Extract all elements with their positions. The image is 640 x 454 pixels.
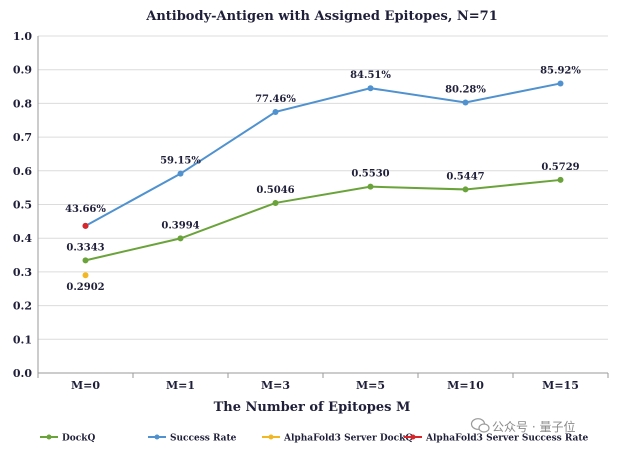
data-label: 0.2902: [66, 282, 104, 293]
y-tick-label: 0.2: [13, 300, 32, 313]
y-tick-label: 0.0: [13, 367, 32, 380]
data-point: [177, 170, 184, 177]
legend-marker: [46, 434, 52, 440]
data-point: [82, 257, 89, 264]
legend-label: AlphaFold3 Server DockQ: [283, 434, 413, 444]
y-tick-label: 0.6: [13, 165, 32, 178]
data-point: [177, 235, 184, 242]
legend-label: AlphaFold3 Server Success Rate: [425, 434, 589, 444]
data-label: 0.5447: [446, 171, 484, 182]
data-labels: 0.3343 0.3994 0.5046 0.5530 0.5447 0.5729 43.6…: [65, 65, 581, 293]
x-axis-title: The Number of Epitopes M: [214, 400, 411, 415]
wechat-icon: [470, 418, 490, 433]
y-tick-label: 0.7: [13, 131, 32, 144]
data-point: [82, 222, 89, 229]
ticks: 0.0 0.1 0.2 0.3 0.4 0.5 0.6 0.7 0.8 0.9 1.0 M=0 M=1 M…: [13, 30, 579, 392]
data-label: 0.3994: [161, 220, 199, 231]
data-point: [272, 108, 279, 115]
legend-marker: [154, 434, 160, 440]
data-label: 0.5729: [541, 162, 579, 173]
data-label: 77.46%: [255, 94, 296, 105]
x-tick-label: M=15: [542, 379, 579, 392]
x-tick-label: M=0: [71, 379, 100, 392]
data-point: [557, 176, 564, 183]
data-label: 84.51%: [350, 70, 391, 81]
data-label: 0.5046: [256, 185, 294, 196]
grid: [38, 35, 608, 340]
series-line: [85, 178, 561, 262]
x-tick-label: M=3: [261, 379, 290, 392]
y-tick-label: 0.1: [13, 333, 32, 346]
series-points: [82, 80, 564, 279]
data-label: 85.92%: [540, 65, 581, 76]
legend-marker: [410, 434, 416, 440]
legend-marker: [268, 434, 274, 440]
data-label: 0.5530: [351, 169, 389, 180]
legend: DockQ Success Rate AlphaFold3 Server DockQ…: [40, 434, 589, 444]
data-label: 0.3343: [66, 242, 104, 253]
data-point: [557, 80, 564, 87]
x-tick-label: M=5: [356, 379, 385, 392]
chart-title: Antibody-Antigen with Assigned Epitopes,…: [145, 9, 498, 24]
data-point: [462, 186, 469, 193]
watermark: 公众号 · 量子位: [470, 418, 575, 434]
legend-label: DockQ: [62, 434, 96, 444]
data-label: 80.28%: [445, 84, 486, 95]
legend-label: Success Rate: [170, 434, 237, 444]
y-tick-label: 1.0: [13, 30, 32, 43]
data-point: [82, 272, 89, 279]
y-tick-label: 0.8: [13, 97, 32, 110]
y-tick-label: 0.3: [13, 266, 32, 279]
data-point: [367, 183, 374, 190]
x-tick-label: M=1: [166, 379, 195, 392]
y-tick-label: 0.5: [13, 199, 32, 212]
axes: [37, 36, 609, 378]
data-point: [272, 199, 279, 206]
series-line: [85, 82, 561, 227]
y-tick-label: 0.9: [13, 64, 32, 77]
watermark-text: 公众号 · 量子位: [492, 419, 575, 434]
x-tick-label: M=10: [447, 379, 484, 392]
series-lines: [85, 82, 561, 262]
y-tick-label: 0.4: [13, 232, 32, 245]
data-label: 43.66%: [65, 204, 106, 215]
data-label: 59.15%: [160, 156, 201, 167]
data-point: [462, 99, 469, 106]
data-point: [367, 85, 374, 92]
